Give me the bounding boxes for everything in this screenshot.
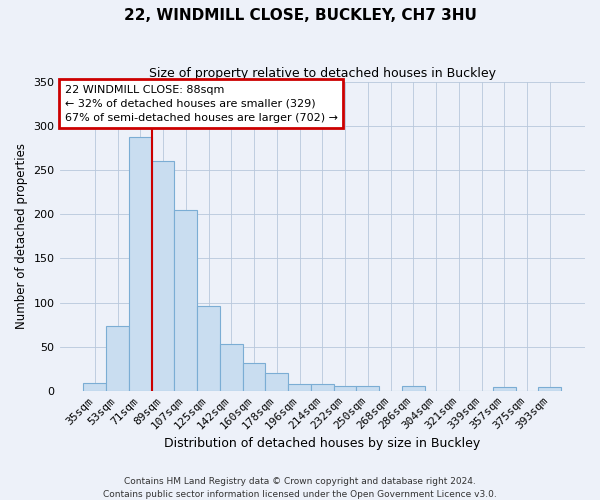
Text: 22 WINDMILL CLOSE: 88sqm
← 32% of detached houses are smaller (329)
67% of semi-: 22 WINDMILL CLOSE: 88sqm ← 32% of detach… (65, 85, 338, 123)
Bar (265, 373, 288, 391)
Bar (220, 344, 242, 391)
Title: Size of property relative to detached houses in Buckley: Size of property relative to detached ho… (149, 68, 496, 80)
Bar (197, 306, 220, 391)
Bar (152, 161, 175, 391)
Bar (356, 386, 379, 391)
Bar (242, 364, 265, 391)
Bar (334, 386, 356, 391)
Bar (129, 138, 152, 391)
Text: 22, WINDMILL CLOSE, BUCKLEY, CH7 3HU: 22, WINDMILL CLOSE, BUCKLEY, CH7 3HU (124, 8, 476, 22)
Bar (106, 326, 129, 391)
Bar (493, 388, 515, 391)
Bar (538, 388, 561, 391)
Bar (83, 383, 106, 391)
Text: Contains HM Land Registry data © Crown copyright and database right 2024.
Contai: Contains HM Land Registry data © Crown c… (103, 477, 497, 499)
Bar (311, 384, 334, 391)
X-axis label: Distribution of detached houses by size in Buckley: Distribution of detached houses by size … (164, 437, 481, 450)
Bar (288, 384, 311, 391)
Bar (402, 386, 425, 391)
Y-axis label: Number of detached properties: Number of detached properties (15, 144, 28, 330)
Bar (175, 210, 197, 391)
